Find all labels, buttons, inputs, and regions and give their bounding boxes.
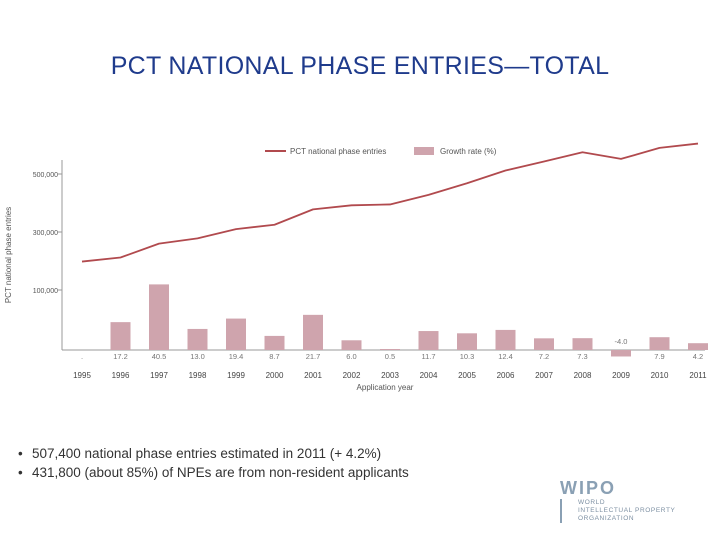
legend-bar-label: Growth rate (%) [440, 147, 497, 156]
wipo-logo: WIPO WORLD INTELLECTUAL PROPERTY ORGANIZ… [560, 478, 675, 523]
x-tick-label: 1995 [73, 371, 91, 380]
bullet-item: • 507,400 national phase entries estimate… [18, 446, 382, 461]
wipo-logo-line: WORLD [578, 499, 606, 506]
growth-bar [110, 322, 131, 350]
bullet-text: 431,800 (about 85%) of NPEs are from non… [32, 465, 409, 480]
x-tick-label: 2008 [574, 371, 592, 380]
bar-value-label: 4.2 [693, 352, 703, 361]
bar-value-label: 21.7 [306, 352, 321, 361]
bar-value-label: 40.5 [152, 352, 167, 361]
growth-bar [572, 338, 593, 350]
y-tick-label: 100,000 [33, 288, 58, 295]
bullet-text: 507,400 national phase entries estimated… [32, 446, 382, 461]
x-tick-label: 2006 [497, 371, 515, 380]
slide-title: PCT NATIONAL PHASE ENTRIES—TOTAL [110, 52, 610, 80]
wipo-logo-text: WORLD INTELLECTUAL PROPERTY ORGANIZATION [560, 499, 675, 523]
x-tick-label: 2011 [689, 371, 707, 380]
growth-bar [226, 318, 246, 350]
bar-value-label: 8.7 [269, 352, 279, 361]
x-tick-label: 1998 [189, 371, 207, 380]
wipo-logo-mark: WIPO [560, 478, 616, 498]
growth-bar [611, 350, 631, 357]
x-tick-label: 1996 [112, 371, 130, 380]
bar-value-label: 17.2 [113, 352, 128, 361]
growth-bar [380, 349, 400, 350]
growth-bar [264, 335, 285, 350]
x-tick-label: 2000 [266, 371, 284, 380]
growth-bar [649, 337, 670, 350]
growth-bar [534, 338, 554, 350]
x-tick-label: 2003 [381, 371, 399, 380]
bar-value-label: 11.7 [421, 352, 435, 361]
bar-value-label: . [81, 352, 83, 361]
x-tick-label: 2007 [535, 371, 553, 380]
bar-value-label: 10.3 [460, 352, 475, 361]
wipo-logo-line: INTELLECTUAL PROPERTY [578, 507, 676, 514]
growth-bar [303, 314, 323, 350]
x-tick-label: 2009 [612, 371, 630, 380]
bar-value-label: 12.4 [498, 352, 513, 361]
growth-bar [457, 333, 477, 350]
growth-bar [495, 329, 516, 350]
growth-bar [418, 331, 439, 350]
bar-value-label: 7.3 [577, 352, 587, 361]
wipo-logo-line: ORGANIZATION [578, 515, 635, 522]
bar-value-label: -4.0 [615, 337, 628, 346]
bar-value-label: 7.9 [654, 352, 664, 361]
x-tick-label: 2010 [651, 371, 669, 380]
y-axis-label: PCT national phase entries [4, 207, 13, 303]
growth-bar [688, 343, 708, 350]
y-tick-label: 500,000 [33, 172, 58, 179]
bar-value-label: 0.5 [385, 352, 395, 361]
legend-bar-swatch [414, 147, 434, 155]
x-tick-label: 2005 [458, 371, 476, 380]
legend-line-label: PCT national phase entries [290, 147, 386, 156]
chart: 100,000 300,000 500,000 PCT national phase … [4, 142, 708, 392]
x-tick-label: 2001 [304, 371, 322, 380]
bar-value-label: 19.4 [229, 352, 244, 361]
x-tick-label: 1997 [150, 371, 168, 380]
x-axis-label: Application year [357, 383, 414, 392]
growth-bar [341, 340, 362, 350]
bullet-item: • 431,800 (about 85%) of NPEs are from no… [18, 465, 409, 480]
bar-value-label: 6.0 [346, 352, 356, 361]
bar-value-label: 13.0 [190, 352, 205, 361]
bullet-list: • 507,400 national phase entries estimate… [18, 446, 409, 484]
x-tick-label: 2004 [420, 371, 438, 380]
growth-bar [187, 328, 208, 350]
npe-line [81, 142, 699, 263]
bar-value-label: 7.2 [539, 352, 549, 361]
y-tick-label: 300,000 [33, 230, 58, 237]
growth-bar [149, 284, 169, 350]
x-tick-label: 2002 [343, 371, 361, 380]
x-tick-label: 1999 [227, 371, 245, 380]
